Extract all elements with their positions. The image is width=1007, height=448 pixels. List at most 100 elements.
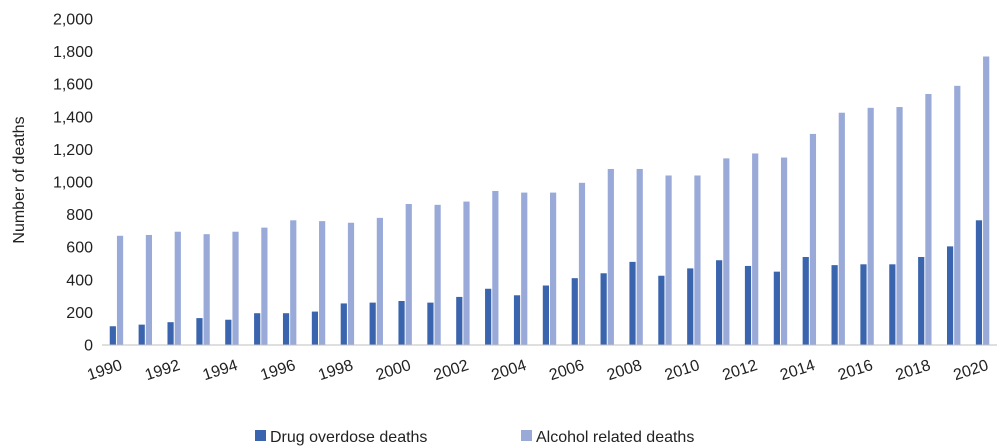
bar-alcohol-1997	[319, 221, 326, 345]
x-tick-label: 2012	[720, 357, 759, 384]
bar-drug-2003	[485, 288, 492, 345]
legend-item-drug: Drug overdose deaths	[255, 429, 427, 446]
x-tick-label: 1998	[316, 357, 355, 384]
bar-drug-1996	[282, 313, 290, 345]
legend-item-alcohol: Alcohol related deaths	[521, 429, 694, 446]
bar-drug-2018	[918, 256, 925, 345]
y-tick-label: 0	[84, 338, 93, 355]
bar-drug-2006	[571, 278, 578, 345]
bar-drug-2004	[513, 295, 521, 345]
y-tick-label: 1,200	[53, 142, 93, 159]
bar-drug-2011	[716, 260, 723, 345]
bar-drug-2017	[889, 264, 896, 345]
y-tick-label: 400	[66, 272, 93, 289]
bar-alcohol-2008	[636, 168, 643, 345]
bar-alcohol-2020	[983, 56, 990, 346]
y-axis-title: Number of deaths	[11, 116, 28, 243]
bar-drug-2014	[802, 256, 809, 345]
series-drug	[109, 220, 983, 346]
bar-alcohol-2007	[607, 168, 614, 345]
bar-drug-2009	[658, 275, 665, 345]
bar-alcohol-1994	[232, 231, 239, 345]
bar-drug-1995	[254, 313, 261, 345]
x-tick-label: 1990	[85, 357, 124, 384]
y-tick-label: 1,400	[53, 109, 93, 126]
bar-drug-2012	[744, 265, 752, 345]
bar-drug-1999	[369, 302, 376, 345]
bar-drug-2002	[456, 296, 463, 345]
bar-alcohol-2019	[954, 85, 961, 345]
bar-drug-1993	[196, 318, 203, 345]
x-tick-label: 1992	[143, 357, 182, 384]
bar-alcohol-2001	[434, 204, 441, 345]
x-tick-label: 2014	[778, 357, 817, 384]
x-tick-label: 2008	[605, 357, 644, 384]
y-tick-label: 600	[66, 240, 93, 257]
bar-alcohol-1996	[290, 220, 297, 345]
bar-alcohol-2012	[752, 153, 759, 345]
bar-drug-2010	[687, 268, 694, 345]
bar-drug-2005	[542, 285, 549, 345]
x-tick-label: 1996	[259, 357, 298, 384]
bar-alcohol-2017	[896, 107, 903, 346]
bar-alcohol-2002	[463, 201, 470, 345]
x-tick-label: 2000	[374, 357, 413, 384]
bar-drug-1992	[167, 322, 174, 345]
bar-drug-2001	[427, 302, 434, 345]
x-tick-label: 2006	[547, 357, 586, 384]
x-tick-label: 2002	[432, 357, 471, 384]
bar-drug-1990	[109, 326, 116, 345]
bar-alcohol-2006	[578, 182, 586, 345]
bar-drug-2000	[398, 300, 405, 345]
bar-alcohol-2015	[838, 112, 845, 345]
bar-alcohol-1999	[376, 217, 383, 345]
bar-drug-1998	[340, 303, 347, 345]
bar-drug-1991	[138, 324, 145, 346]
x-tick-label: 2010	[663, 357, 702, 384]
bar-alcohol-2004	[521, 192, 528, 345]
y-tick-label: 200	[66, 305, 93, 322]
bar-drug-2015	[831, 265, 838, 345]
bar-alcohol-2016	[867, 107, 874, 345]
x-tick-label: 2020	[951, 357, 990, 384]
bar-drug-2019	[946, 246, 954, 345]
bar-drug-2013	[773, 271, 780, 345]
x-tick-label: 2016	[836, 357, 875, 384]
bar-alcohol-2018	[925, 93, 932, 345]
bar-alcohol-1995	[261, 227, 268, 345]
bar-drug-2016	[860, 264, 867, 345]
bar-alcohol-2000	[405, 204, 412, 345]
bar-drug-2007	[600, 273, 607, 345]
bar-alcohol-2010	[694, 175, 701, 345]
legend-swatch-alcohol	[521, 430, 532, 441]
bar-alcohol-2014	[809, 133, 817, 345]
y-tick-label: 2,000	[53, 12, 93, 29]
bar-alcohol-1991	[145, 234, 153, 345]
y-tick-label: 1,800	[53, 44, 93, 61]
bar-drug-1994	[225, 319, 232, 345]
bar-drug-2020	[975, 220, 983, 345]
bar-alcohol-2005	[550, 192, 557, 345]
series-alcohol	[116, 56, 990, 346]
bar-alcohol-1993	[203, 234, 210, 345]
y-tick-label: 1,000	[53, 175, 93, 192]
bar-alcohol-2003	[492, 190, 499, 345]
legend-swatch-drug	[255, 430, 266, 441]
bar-alcohol-2013	[780, 157, 788, 345]
bar-alcohol-1990	[116, 235, 124, 345]
plot-area	[109, 56, 990, 346]
x-axis-ticks: 1990 1992 1994 1996 1998 2000 2002 2004 2006 2008…	[85, 357, 990, 384]
bar-alcohol-1998	[347, 222, 355, 345]
y-tick-label: 800	[66, 207, 93, 224]
y-tick-label: 1,600	[53, 77, 93, 94]
bar-alcohol-2011	[723, 158, 730, 345]
x-tick-label: 2018	[894, 357, 933, 384]
legend-label-alcohol: Alcohol related deaths	[536, 429, 694, 446]
bar-alcohol-1992	[174, 231, 181, 345]
legend-label-drug: Drug overdose deaths	[270, 429, 427, 446]
bar-drug-2008	[629, 261, 636, 345]
bar-drug-1997	[311, 311, 319, 345]
x-tick-label: 2004	[489, 357, 528, 384]
bar-alcohol-2009	[665, 175, 672, 345]
